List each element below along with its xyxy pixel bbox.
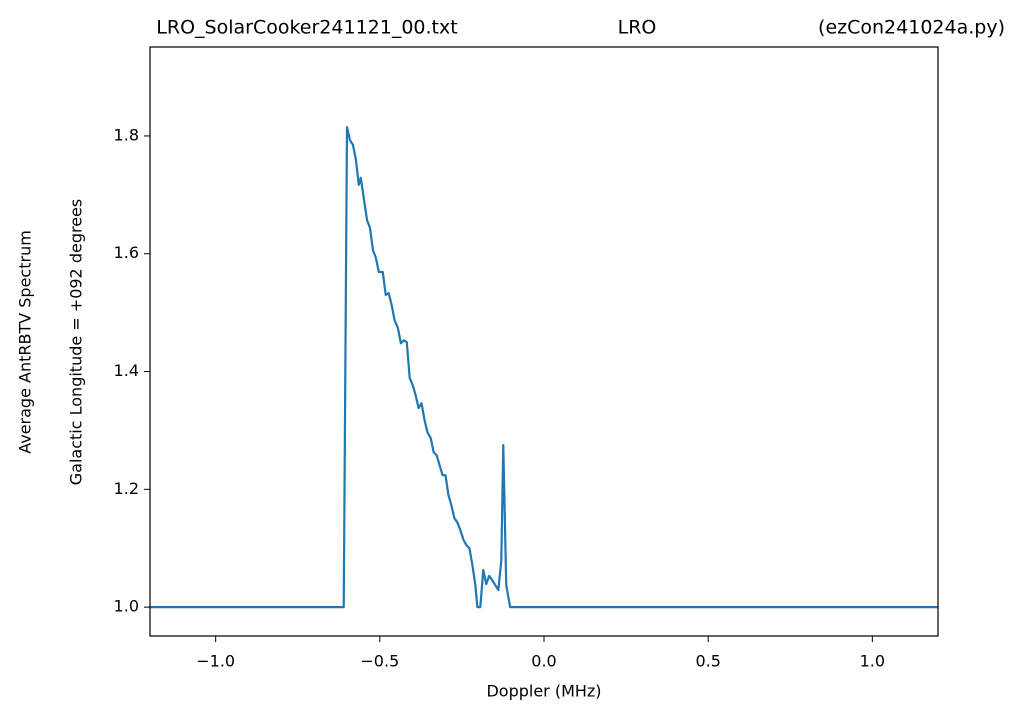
y-axis-label: Galactic Longitude = +092 degrees [67,199,86,485]
x-tick-label: 0.5 [695,652,720,671]
x-tick-label: −0.5 [360,652,399,671]
y-tick-label: 1.6 [114,243,139,262]
x-axis-label: Doppler (MHz) [486,682,601,701]
chart-title: (ezCon241024a.py) [818,17,1005,39]
chart-title: LRO_SolarCooker241121_00.txt [156,17,457,39]
data-line [150,126,938,609]
y-tick-label: 1.2 [114,479,139,498]
plot-frame [149,46,939,637]
y-tick-label: 1.0 [114,597,139,616]
x-tick-label: 1.0 [860,652,885,671]
y-axis-label: Average AntRBTV Spectrum [16,230,35,454]
chart-title: LRO [618,17,657,39]
x-tick-label: −1.0 [196,652,235,671]
x-tick-label: 0.0 [531,652,556,671]
y-tick-label: 1.4 [114,361,139,380]
y-tick-label: 1.8 [114,125,139,144]
